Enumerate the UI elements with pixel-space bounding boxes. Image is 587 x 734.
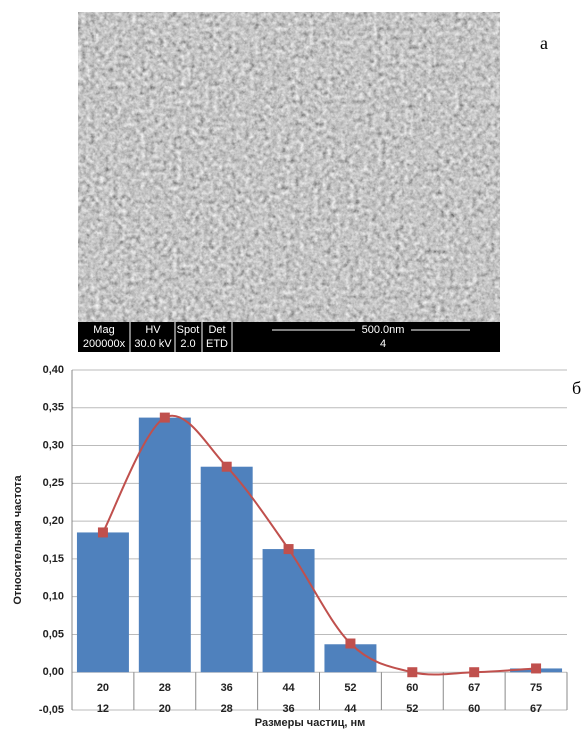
sem-header: Spot	[177, 324, 200, 336]
line-marker	[469, 667, 480, 678]
sem-value: ETD	[206, 338, 228, 350]
bar	[200, 466, 253, 673]
bar	[76, 532, 129, 673]
info-bar	[78, 322, 500, 352]
y-tick-label: 0,35	[43, 402, 64, 414]
y-tick-label: 0,05	[43, 628, 64, 640]
sem-image: Mag HV Spot Det 500.0nm 200000x 30.0 kV …	[78, 12, 500, 352]
sem-header: 500.0nm	[362, 324, 405, 336]
x-tick-label: 20	[97, 682, 109, 694]
x-tick-label: 60	[468, 703, 480, 715]
x-tick-label: 44	[344, 703, 357, 715]
x-tick-label: 36	[282, 703, 294, 715]
line-marker	[221, 461, 232, 472]
y-tick-label: 0,30	[43, 439, 64, 451]
y-tick-label: 0,40	[43, 364, 64, 376]
x-tick-label: 60	[406, 682, 418, 694]
sem-value: 200000x	[83, 338, 126, 350]
y-tick-label: 0,00	[43, 666, 64, 678]
x-axis-title: Размеры частиц, нм	[255, 717, 366, 729]
x-tick-label: 28	[221, 703, 233, 715]
x-tick-label: 52	[406, 703, 418, 715]
sem-value: 4	[380, 338, 386, 350]
sem-header: Mag	[93, 324, 114, 336]
scale-label-bg	[355, 324, 411, 336]
x-tick-label: 28	[159, 682, 171, 694]
x-tick-label: 75	[530, 682, 542, 694]
sem-texture	[78, 12, 500, 322]
y-tick-label: 0,10	[43, 591, 64, 603]
sem-header: HV	[145, 324, 161, 336]
sem-value: 30.0 kV	[134, 338, 172, 350]
bar	[138, 417, 191, 673]
x-tick-label: 20	[159, 703, 171, 715]
line-marker	[97, 527, 108, 538]
y-tick-label: 0,20	[43, 515, 64, 527]
y-tick-label: 0,25	[43, 477, 64, 489]
panel-label: а	[540, 33, 548, 53]
y-tick-label: 0,15	[43, 553, 64, 565]
x-tick-label: 44	[282, 682, 295, 694]
x-tick-label: 12	[97, 703, 109, 715]
chart: Относительная частота Размеры частиц, нм…	[12, 364, 568, 729]
line-marker	[531, 663, 542, 674]
sem-value: 2.0	[180, 338, 195, 350]
line-marker	[407, 667, 418, 678]
line-marker	[283, 544, 294, 555]
y-axis-title: Относительная частота	[12, 474, 24, 604]
x-tick-label: 67	[468, 682, 480, 694]
y-tick-label: -0,05	[39, 704, 64, 716]
x-tick-label: 36	[221, 682, 233, 694]
panel-label: б	[572, 378, 581, 398]
line-marker	[345, 638, 356, 649]
bar	[262, 549, 315, 673]
x-tick-label: 52	[344, 682, 356, 694]
sem-info-bar: Mag HV Spot Det 500.0nm 200000x 30.0 kV …	[78, 322, 500, 352]
x-tick-label: 67	[530, 703, 542, 715]
line-marker	[159, 412, 170, 423]
sem-header: Det	[208, 324, 225, 336]
